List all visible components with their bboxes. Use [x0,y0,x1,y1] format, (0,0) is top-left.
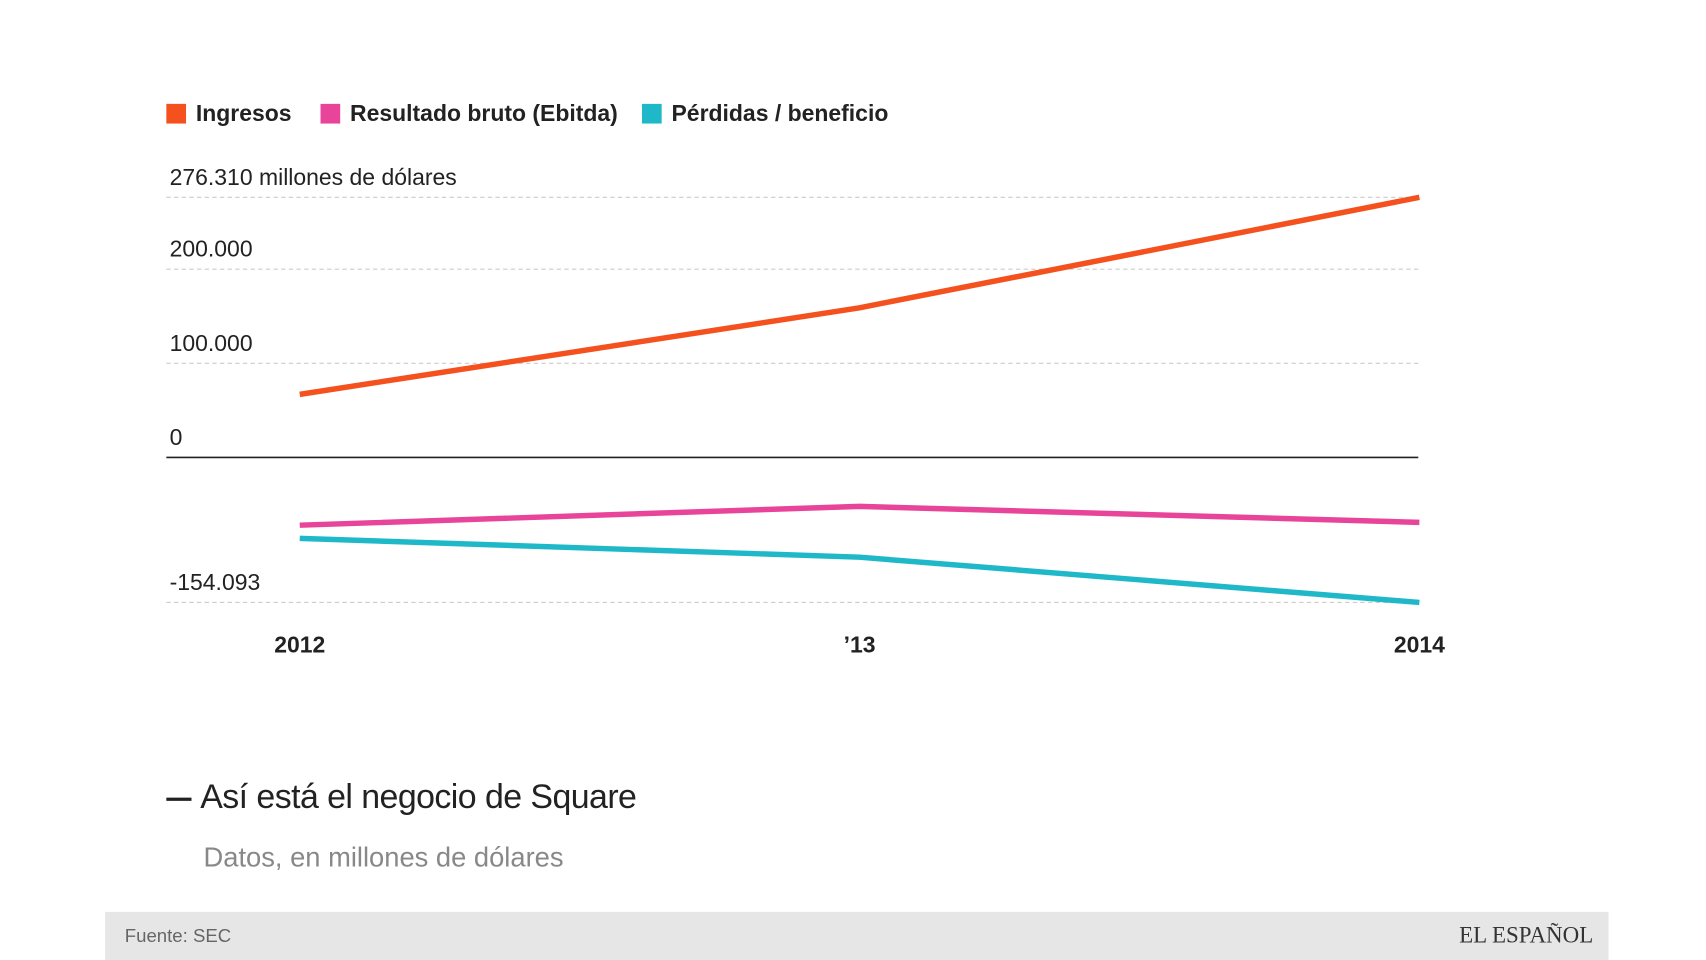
series-line [299,194,1420,398]
y-tick-label: 100.000 [170,330,253,356]
x-tick-label: 2014 [1394,631,1445,657]
y-tick-label: 200.000 [170,236,253,262]
legend-swatch [641,103,662,124]
legend-label: Pérdidas / beneficio [671,100,888,126]
x-tick-label: ’13 [844,631,876,657]
footer [105,911,1609,960]
y-tick-label: 276.310 millones de dólares [170,164,457,190]
chart-title: Así está el negocio de Square [200,778,636,816]
legend-swatch [166,103,187,124]
legend-label: Ingresos [196,100,292,126]
y-tick-label: -154.093 [170,569,261,595]
brand: EL ESPAÑOL [1459,922,1593,947]
chart-subtitle: Datos, en millones de dólares [204,842,564,873]
x-tick-label: 2012 [274,631,325,657]
source: Fuente: SEC [125,925,231,946]
series-line [299,503,1420,528]
series-line [299,535,1420,606]
y-tick-label: 0 [170,424,183,450]
legend-swatch [320,103,341,124]
legend-label: Resultado bruto (Ebitda) [350,100,618,126]
